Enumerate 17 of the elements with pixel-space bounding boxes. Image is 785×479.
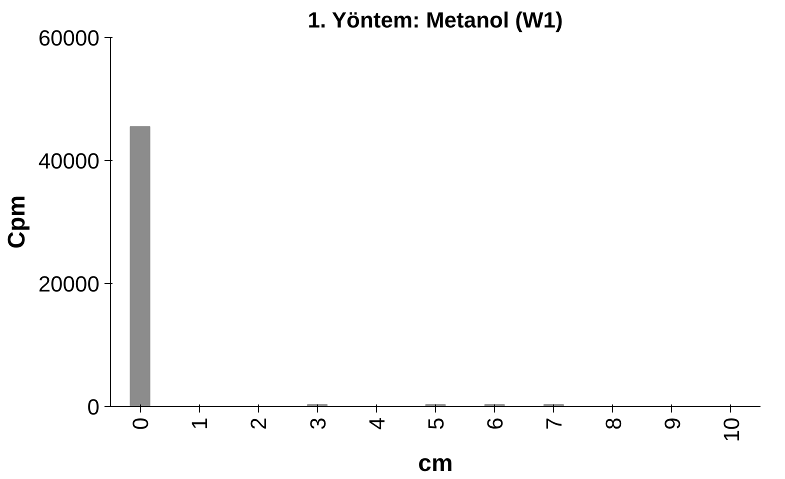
x-tick-label: 7 (542, 417, 567, 430)
y-axis-title: Cpm (3, 195, 30, 249)
x-tick-label: 10 (718, 417, 744, 442)
x-tick-label: 5 (424, 417, 448, 430)
chart-title: 1. Yöntem: Metanol (W1) (308, 8, 563, 32)
x-tick-label: 3 (305, 417, 330, 430)
x-tick-label: 1 (187, 417, 212, 430)
x-tick-label: 6 (482, 417, 508, 430)
y-tick-label: 60000 (38, 26, 100, 50)
x-tick-label: 9 (660, 417, 685, 430)
x-tick-label: 2 (246, 417, 272, 430)
x-tick-label: 4 (364, 417, 390, 430)
x-axis-title: cm (418, 450, 453, 477)
x-tick-label: 0 (128, 417, 154, 430)
y-tick-label: 20000 (38, 272, 100, 296)
y-tick-label: 40000 (38, 148, 100, 174)
x-tick-label: 8 (600, 417, 626, 430)
